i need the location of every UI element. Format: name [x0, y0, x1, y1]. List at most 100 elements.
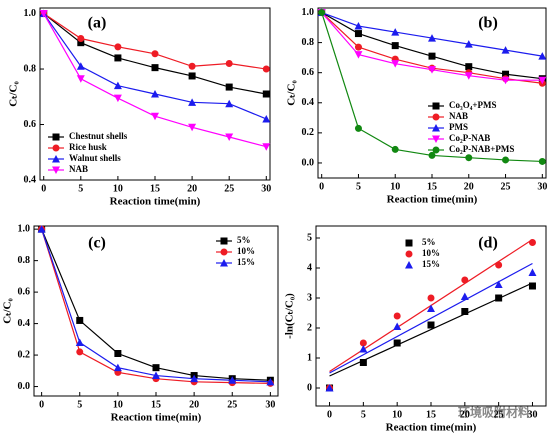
marker — [495, 294, 503, 302]
marker — [391, 145, 399, 153]
legend-label: PMS — [449, 122, 468, 132]
x-tick-label: 20 — [460, 409, 470, 420]
legend-marker — [405, 261, 413, 269]
marker — [228, 376, 237, 384]
legend-marker — [432, 146, 440, 154]
x-tick-label: 5 — [78, 183, 83, 194]
x-tick-label: 30 — [261, 183, 271, 194]
x-tick-label: 15 — [427, 181, 437, 192]
x-tick-label: 20 — [464, 181, 474, 192]
marker — [318, 9, 326, 17]
marker — [114, 350, 122, 357]
marker — [262, 114, 271, 123]
marker — [428, 52, 436, 60]
marker — [391, 28, 400, 36]
y-tick-label: 1.0 — [302, 7, 315, 18]
x-tick-label: 30 — [537, 181, 547, 192]
marker — [77, 39, 85, 47]
marker — [393, 339, 401, 347]
y-tick-label: 0.4 — [302, 97, 315, 108]
y-tick-label: 0.4 — [24, 174, 37, 185]
marker — [76, 348, 84, 356]
watermark: 环境吸附材料 — [458, 405, 530, 420]
marker — [262, 90, 270, 98]
marker — [502, 156, 510, 164]
x-tick-label: 5 — [361, 409, 366, 420]
marker — [427, 294, 435, 302]
y-tick-label: 0.4 — [18, 318, 31, 329]
marker — [114, 43, 122, 51]
y-tick-label: 0.0 — [18, 381, 31, 392]
y-tick-label: 1.0 — [18, 223, 31, 234]
x-tick-label: 30 — [265, 399, 275, 410]
marker — [528, 268, 537, 276]
marker — [461, 276, 469, 284]
marker — [495, 261, 503, 269]
x-tick-label: 25 — [227, 399, 237, 410]
marker — [152, 371, 160, 380]
marker — [262, 143, 271, 151]
y-tick-label: 4 — [307, 262, 312, 273]
marker — [427, 321, 435, 329]
marker — [76, 75, 85, 83]
x-tick-label: 5 — [77, 399, 82, 410]
marker — [188, 62, 196, 70]
marker — [391, 60, 400, 68]
legend-label: NAB — [69, 164, 88, 174]
marker — [188, 98, 197, 106]
legend-label: 10% — [422, 248, 440, 258]
legend-label: 5% — [237, 235, 251, 245]
x-tick-label: 0 — [41, 183, 46, 194]
marker — [37, 225, 46, 233]
marker — [501, 46, 510, 54]
marker — [354, 30, 362, 38]
marker — [152, 364, 160, 372]
marker — [114, 54, 122, 62]
marker — [77, 35, 85, 43]
marker — [461, 308, 469, 315]
marker — [354, 51, 363, 59]
x-tick-label: 15 — [426, 409, 436, 420]
marker — [501, 76, 510, 85]
y-tick-label: 2 — [307, 322, 312, 333]
marker — [113, 363, 122, 372]
y-tick-label: 1.0 — [24, 8, 37, 19]
marker — [428, 34, 436, 42]
legend-label: 5% — [422, 237, 436, 247]
x-tick-label: 10 — [113, 399, 123, 410]
legend-marker — [432, 102, 440, 110]
marker — [151, 112, 159, 121]
x-tick-label: 25 — [224, 183, 234, 194]
legend-label: 15% — [237, 257, 255, 267]
legend-marker — [405, 239, 413, 247]
marker — [188, 72, 196, 80]
y-tick-label: 0.6 — [302, 67, 315, 78]
y-tick-label: 1 — [307, 352, 312, 363]
legend-label: Co₃O₄+PMS — [449, 100, 497, 110]
x-tick-label: 10 — [392, 409, 402, 420]
marker — [528, 282, 536, 290]
y-tick-label: 0.2 — [18, 349, 31, 360]
x-tick-label: 10 — [113, 183, 123, 194]
marker — [391, 42, 399, 50]
legend-label: Rice husk — [69, 142, 107, 152]
y-tick-label: 0.8 — [24, 63, 37, 74]
legend-marker — [52, 166, 60, 174]
x-tick-label: 15 — [150, 183, 160, 194]
marker — [39, 10, 48, 18]
x-tick-label: 10 — [390, 181, 400, 192]
marker — [359, 359, 367, 366]
legend-label: 10% — [237, 246, 255, 256]
y-tick-label: 5 — [307, 232, 312, 243]
marker — [266, 377, 275, 386]
marker — [151, 90, 159, 98]
x-tick-label: 0 — [327, 409, 332, 420]
marker — [113, 81, 122, 90]
x-tick-label: 5 — [356, 181, 361, 192]
marker — [151, 50, 159, 58]
x-tick-label: 25 — [501, 181, 511, 192]
marker — [76, 62, 85, 70]
panel-label: (d) — [478, 235, 498, 252]
y-tick-label: 0.2 — [302, 127, 315, 138]
